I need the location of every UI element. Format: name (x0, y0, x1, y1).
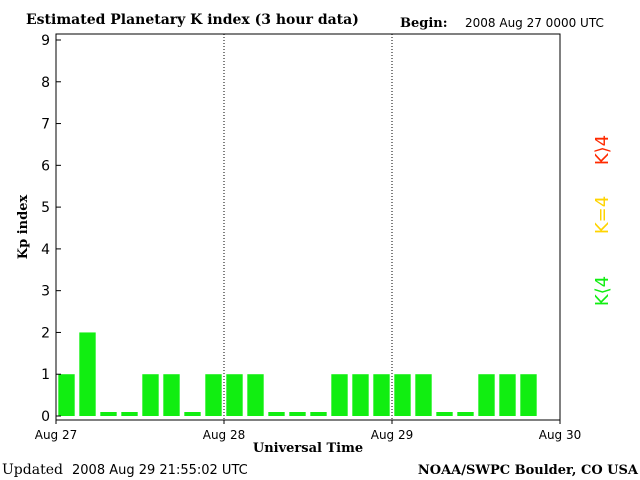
kp-bar (499, 374, 516, 416)
x-tick-label: Aug 30 (539, 428, 582, 442)
kp-bar (58, 374, 75, 416)
begin-label: Begin: (400, 16, 448, 31)
kp-bar (331, 374, 348, 416)
bars-layer (58, 332, 537, 416)
kp-bar (163, 374, 180, 416)
kp-bar (247, 374, 264, 416)
kp-bar (520, 374, 537, 416)
y-tick-label: 6 (41, 158, 50, 174)
legend-k-equal-4: K=4 (592, 196, 613, 234)
chart-title: Estimated Planetary K index (3 hour data… (26, 12, 359, 28)
kp-bar (205, 374, 222, 416)
kp-bar (373, 374, 390, 416)
kp-bar (457, 412, 474, 416)
kp-bar (289, 412, 306, 416)
x-tick-label: Aug 29 (371, 428, 414, 442)
y-axis-layer: 0 1 2 3 4 5 6 7 8 9 (41, 33, 61, 425)
y-axis-title: Kp index (16, 195, 31, 260)
kp-bar (415, 374, 432, 416)
x-axis-title: Universal Time (253, 441, 363, 456)
kp-bar (352, 374, 369, 416)
kp-bar (268, 412, 285, 416)
y-tick-label: 4 (41, 242, 50, 258)
kp-bar (142, 374, 159, 416)
legend-k-above-4: K⟩4 (592, 135, 613, 165)
plot-frame (55, 33, 561, 421)
kp-bar (478, 374, 495, 416)
kp-bar (100, 412, 117, 416)
y-tick-label: 8 (41, 75, 50, 91)
y-tick-label: 5 (41, 200, 50, 216)
kp-bar (79, 332, 96, 416)
y-tick-label: 2 (41, 325, 50, 341)
day-divider-layer (223, 34, 393, 420)
kp-bar (394, 374, 411, 416)
begin-value: 2008 Aug 27 0000 UTC (465, 16, 604, 30)
kp-bar (121, 412, 138, 416)
kp-bar (310, 412, 327, 416)
kp-bar (184, 412, 201, 416)
y-tick-label: 9 (41, 33, 50, 49)
updated-label: Updated (2, 462, 63, 478)
updated-value: 2008 Aug 29 21:55:02 UTC (72, 463, 248, 478)
x-tick-label: Aug 28 (203, 428, 246, 442)
y-tick-label: 7 (41, 117, 50, 133)
x-tick-label: Aug 27 (35, 428, 78, 442)
credit-text: NOAA/SWPC Boulder, CO USA (418, 463, 639, 478)
y-tick-label: 0 (41, 409, 50, 425)
y-tick-label: 3 (41, 284, 50, 300)
x-axis-layer: Aug 27 Aug 28 Aug 29 Aug 30 (35, 420, 582, 442)
kp-bar (226, 374, 243, 416)
legend-k-below-4: K⟨4 (592, 276, 613, 306)
y-tick-label: 1 (41, 367, 50, 383)
kp-bar (436, 412, 453, 416)
